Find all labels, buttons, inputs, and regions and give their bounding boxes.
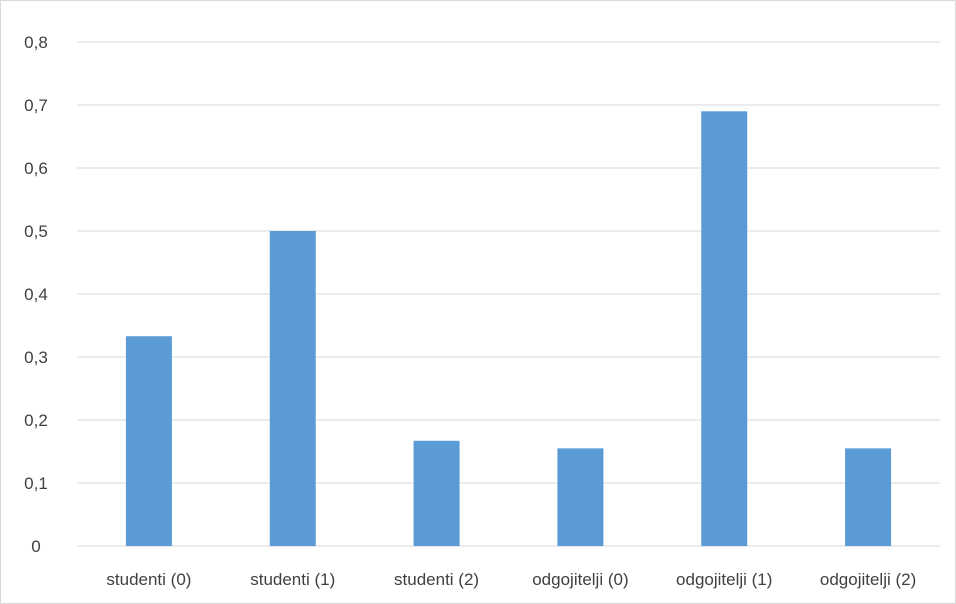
y-tick-label: 0,5 [24, 222, 48, 241]
bar [701, 111, 748, 547]
x-axis-category-labels: studenti (0) studenti (1) studenti (2) odgo… [106, 570, 916, 589]
bar [557, 448, 604, 546]
x-category-label: studenti (1) [250, 570, 335, 589]
bar [413, 440, 460, 546]
y-axis-tick-labels: 0 0,1 0,2 0,3 0,4 0,5 0,6 0,7 0,8 [24, 33, 48, 556]
y-tick-label: 0,6 [24, 159, 48, 178]
x-category-label: studenti (2) [394, 570, 479, 589]
y-tick-label: 0,3 [24, 348, 48, 367]
y-tick-label: 0 [31, 537, 40, 556]
x-category-label: studenti (0) [106, 570, 191, 589]
y-tick-label: 0,2 [24, 411, 48, 430]
x-category-label: odgojitelji (2) [820, 570, 916, 589]
bar [845, 448, 892, 546]
x-category-label: odgojitelji (0) [532, 570, 628, 589]
bar [269, 231, 316, 546]
x-category-label: odgojitelji (1) [676, 570, 772, 589]
y-tick-label: 0,4 [24, 285, 48, 304]
gridlines [77, 41, 940, 547]
y-tick-label: 0,7 [24, 96, 48, 115]
bars [125, 111, 892, 547]
bar [125, 336, 172, 546]
y-tick-label: 0,8 [24, 33, 48, 52]
y-tick-label: 0,1 [24, 474, 48, 493]
